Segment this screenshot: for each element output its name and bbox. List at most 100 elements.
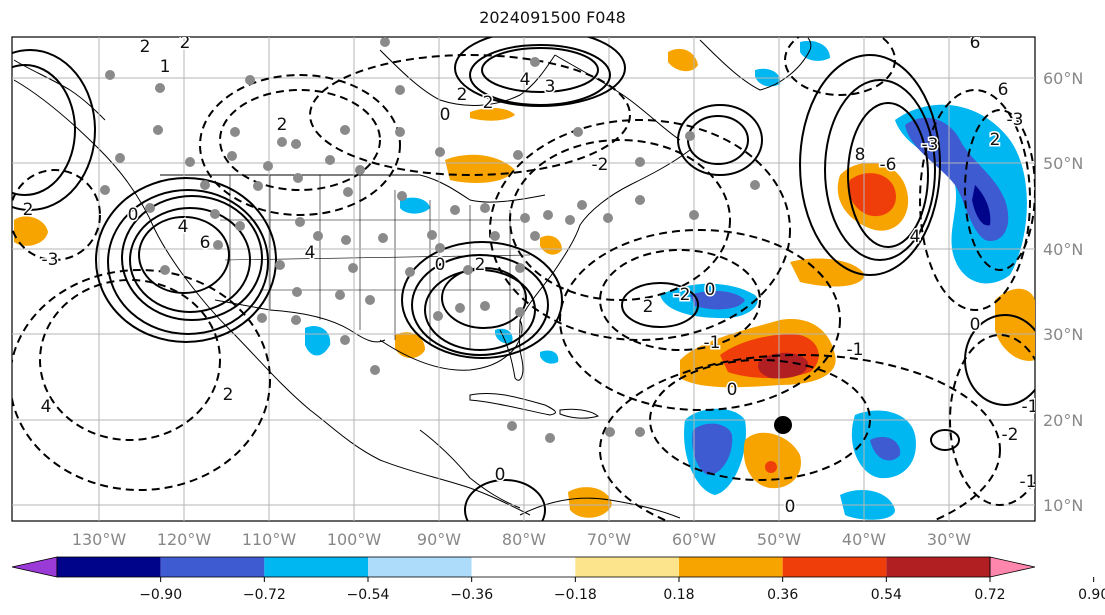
lat-label: 60°N bbox=[1043, 69, 1083, 88]
colorbar-extend-low bbox=[11, 556, 58, 578]
contour-label: 2 bbox=[475, 255, 486, 275]
orange-region-hudson bbox=[470, 108, 515, 121]
colorbar-tick-label: −0.72 bbox=[243, 587, 286, 603]
contour-label: 2 bbox=[457, 85, 468, 105]
hudson-bay bbox=[379, 49, 556, 106]
colorbar-tick-label: 0.72 bbox=[974, 587, 1005, 603]
lon-label: 100°W bbox=[327, 530, 382, 549]
orange-region-atlantic-coast bbox=[790, 258, 865, 287]
colorbar-tick-label: 0.18 bbox=[663, 587, 694, 603]
orange-region-carolina bbox=[540, 235, 562, 255]
cuba bbox=[469, 392, 556, 416]
contour-label: 8 bbox=[855, 145, 866, 165]
orange-region-pacific bbox=[14, 216, 48, 246]
colorbar-segment bbox=[782, 557, 887, 577]
lat-label: 30°N bbox=[1043, 325, 1083, 344]
contour-label: 2 bbox=[180, 33, 191, 53]
storm-center-marker bbox=[774, 416, 792, 434]
colorbar-segment bbox=[264, 557, 368, 577]
lat-label: 40°N bbox=[1043, 240, 1083, 259]
us-mexico-border bbox=[214, 299, 386, 343]
contour-label: 4 bbox=[41, 397, 52, 417]
alaska-coast bbox=[13, 59, 106, 121]
negative-contours bbox=[12, 37, 1035, 521]
lon-label: 130°W bbox=[72, 530, 127, 549]
colorbar-segment bbox=[160, 557, 265, 577]
canada-us-border bbox=[160, 174, 546, 203]
orange-region-gulf bbox=[395, 332, 425, 359]
cyan-region-yucatan bbox=[540, 350, 559, 364]
colorbar-tick-label: −0.18 bbox=[554, 587, 597, 603]
positive-contours bbox=[12, 37, 1035, 521]
lon-label: 60°W bbox=[672, 530, 716, 549]
contour-label: 0 bbox=[128, 205, 139, 225]
contour-label: -3 bbox=[922, 135, 939, 155]
hispaniola bbox=[559, 408, 600, 419]
contour-label: -2 bbox=[1002, 425, 1019, 445]
contour-label: 2 bbox=[483, 93, 494, 113]
cyan-region-mexico bbox=[305, 325, 331, 356]
contour-label: 4 bbox=[178, 217, 189, 237]
contour-label: 4 bbox=[305, 243, 316, 263]
cyan-region-florida bbox=[495, 328, 513, 344]
contour-label: 0 bbox=[785, 497, 796, 517]
contour-label: 6 bbox=[200, 233, 211, 253]
blue-region-tropical bbox=[692, 423, 733, 475]
contour-label: 0 bbox=[705, 280, 716, 300]
contour-label: 1 bbox=[160, 57, 171, 77]
lon-label: 30°W bbox=[927, 530, 971, 549]
contour-label: 0 bbox=[435, 255, 446, 275]
contour-label: -2 bbox=[592, 155, 609, 175]
contour-label: -6 bbox=[880, 155, 897, 175]
contour-label: 0 bbox=[970, 315, 981, 335]
contour-label: -1 bbox=[1022, 397, 1039, 417]
lon-label: 110°W bbox=[242, 530, 297, 549]
red-region-n-atlantic bbox=[848, 173, 896, 217]
colorbar-segment bbox=[886, 557, 990, 577]
lon-label: 50°W bbox=[757, 530, 801, 549]
orange-region-caribbean-south bbox=[568, 487, 612, 518]
florida bbox=[499, 319, 524, 381]
colorbar-extend-high bbox=[989, 556, 1036, 578]
lon-label: 90°W bbox=[417, 530, 461, 549]
lat-label: 20°N bbox=[1043, 411, 1083, 430]
station-dots bbox=[100, 37, 760, 443]
contour-label: 2 bbox=[643, 297, 654, 317]
colorbar-tick-label: −0.90 bbox=[139, 587, 182, 603]
red-dot-tropical bbox=[765, 461, 777, 473]
colorbar-ticks: −0.90 −0.72 −0.54 −0.36 −0.18 0.18 0.36 0.54 0.7… bbox=[139, 577, 1105, 603]
contour-label: -3 bbox=[42, 250, 59, 270]
lat-axis-labels: 60°N 50°N 40°N 30°N 20°N 10°N bbox=[1043, 69, 1083, 515]
contour-label: -1 bbox=[1020, 472, 1037, 492]
contour-label: -2 bbox=[674, 285, 691, 305]
contour-label: -1 bbox=[704, 333, 721, 353]
contour-label: 0 bbox=[495, 465, 506, 485]
colorbar-tick-label: 0.54 bbox=[871, 587, 902, 603]
central-america bbox=[419, 429, 521, 509]
contour-label: 6 bbox=[998, 80, 1009, 100]
contour-label: 2 bbox=[140, 37, 151, 57]
colorbar-segment bbox=[368, 557, 472, 577]
contour-label: 2 bbox=[990, 130, 1001, 150]
contour-label: 2 bbox=[223, 385, 234, 405]
contour-label: -3 bbox=[1007, 110, 1024, 130]
orange-region-east-edge bbox=[995, 288, 1035, 361]
colorbar-tick-label: −0.54 bbox=[347, 587, 390, 603]
darkred-region-mid-atlantic bbox=[758, 352, 809, 379]
lat-label: 50°N bbox=[1043, 154, 1083, 173]
cyan-region-newfoundland bbox=[800, 40, 830, 61]
graticule bbox=[12, 37, 1035, 521]
contour-label: 3 bbox=[545, 77, 556, 97]
colorbar-tick-label: −0.36 bbox=[450, 587, 493, 603]
contour-label: 4 bbox=[910, 227, 921, 247]
lon-label: 120°W bbox=[157, 530, 212, 549]
coastlines bbox=[13, 37, 812, 519]
colorbar-outline bbox=[56, 556, 991, 578]
colorbar-segment bbox=[575, 557, 679, 577]
colorbar-segment bbox=[679, 557, 783, 577]
lat-label: 10°N bbox=[1043, 496, 1083, 515]
lon-label: 40°W bbox=[842, 530, 886, 549]
blue-region-atlantic-west bbox=[690, 290, 745, 310]
